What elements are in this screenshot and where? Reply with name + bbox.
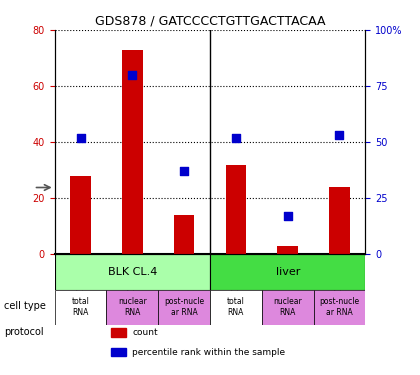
Title: GDS878 / GATCCCCTGTTGACTTACAA: GDS878 / GATCCCCTGTTGACTTACAA bbox=[95, 15, 325, 27]
Text: post-nucle
ar RNA: post-nucle ar RNA bbox=[164, 297, 204, 317]
FancyBboxPatch shape bbox=[55, 290, 106, 325]
FancyBboxPatch shape bbox=[55, 254, 210, 290]
Text: liver: liver bbox=[276, 267, 300, 277]
Text: percentile rank within the sample: percentile rank within the sample bbox=[132, 348, 286, 357]
Text: nuclear
RNA: nuclear RNA bbox=[118, 297, 147, 317]
Bar bbox=[110, 328, 126, 337]
FancyBboxPatch shape bbox=[314, 290, 365, 325]
Text: protocol: protocol bbox=[4, 327, 44, 337]
Text: post-nucle
ar RNA: post-nucle ar RNA bbox=[320, 297, 360, 317]
FancyBboxPatch shape bbox=[210, 290, 262, 325]
Bar bbox=[122, 50, 143, 254]
FancyBboxPatch shape bbox=[106, 290, 158, 325]
Point bbox=[129, 72, 136, 78]
Point bbox=[336, 132, 343, 138]
Point bbox=[77, 135, 84, 141]
Bar bbox=[277, 246, 298, 254]
Text: cell type: cell type bbox=[4, 301, 46, 310]
Text: BLK CL.4: BLK CL.4 bbox=[108, 267, 157, 277]
Text: nuclear
RNA: nuclear RNA bbox=[273, 297, 302, 317]
Point bbox=[233, 135, 239, 141]
Text: total
RNA: total RNA bbox=[71, 297, 89, 317]
Text: total
RNA: total RNA bbox=[227, 297, 245, 317]
Bar bbox=[110, 348, 126, 357]
Point bbox=[181, 168, 187, 174]
Bar bbox=[174, 215, 194, 254]
Text: count: count bbox=[132, 328, 158, 338]
Bar bbox=[329, 187, 350, 254]
Bar bbox=[226, 165, 246, 254]
FancyBboxPatch shape bbox=[158, 290, 210, 325]
FancyBboxPatch shape bbox=[210, 254, 365, 290]
Point bbox=[284, 213, 291, 219]
FancyBboxPatch shape bbox=[262, 290, 314, 325]
Bar bbox=[70, 176, 91, 254]
